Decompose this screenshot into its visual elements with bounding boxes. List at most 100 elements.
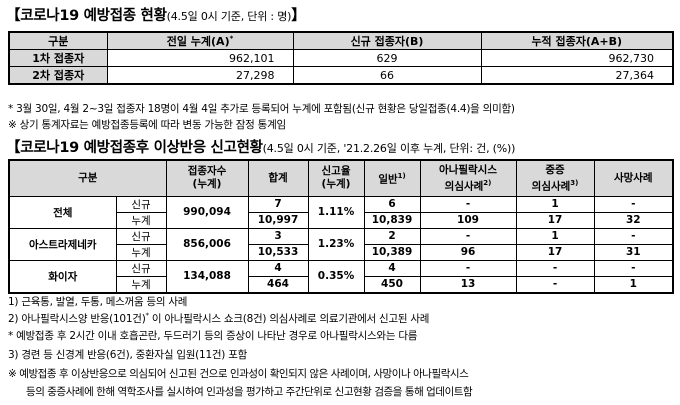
cell-anaphylaxis: 109 bbox=[419, 211, 517, 229]
header-general-sup: 1) bbox=[397, 172, 406, 180]
header-total: 누적 접종자(A+B) bbox=[480, 31, 674, 50]
cell-anaphylaxis: - bbox=[419, 259, 517, 277]
cell-general: 10,389 bbox=[363, 243, 421, 261]
cell-vaccinated-count: 134,088 bbox=[165, 259, 249, 293]
header-severe-sup: 3) bbox=[570, 178, 579, 187]
section1-title-text: 【코로나19 예방접종 현황 bbox=[6, 8, 167, 24]
section2-title-text: 【코로나19 예방접종후 이상반응 신고현황 bbox=[6, 140, 263, 156]
footnote-anaphylaxis-lead: 2) 아나필락시스양 반응(101건) bbox=[8, 313, 146, 325]
cell-anaphylaxis: 13 bbox=[419, 275, 517, 293]
row-label: 1차 접종자 bbox=[8, 49, 108, 67]
header-gubun: 구분 bbox=[8, 159, 167, 197]
cell-general: 2 bbox=[363, 227, 421, 245]
cell-total: 962,730 bbox=[480, 49, 674, 67]
cell-death: 32 bbox=[593, 211, 674, 229]
section2-title-sub: (4.5일 0시 기준, '21.2.26일 이후 누계, 단위: 건, (%)… bbox=[262, 142, 516, 155]
cell-report-rate: 1.23% bbox=[307, 227, 365, 261]
header-death: 사망사례 bbox=[593, 159, 674, 197]
footnote-disclaimer-line1: ※ 예방접종 후 이상반응으로 의심되어 신고된 건으로 인과성이 확인되지 않… bbox=[8, 368, 469, 380]
section1-title: 【코로나19 예방접종 현황(4.5일 0시 기준, 단위 : 명)】 bbox=[6, 4, 306, 25]
cell-prev: 27,298 bbox=[106, 66, 294, 85]
cell-severe: 1 bbox=[515, 195, 595, 213]
cell-total: 464 bbox=[247, 275, 309, 293]
header-ana-sup: 2) bbox=[483, 178, 492, 187]
section1-title-close: 】 bbox=[291, 8, 306, 24]
group-label: 화이자 bbox=[8, 259, 117, 293]
header-prev-cumulative-sup: * bbox=[229, 34, 234, 43]
note-provisional: ※ 상기 통계자료는 예방접종등록에 따라 변동 가능한 잠정 통계임 bbox=[8, 119, 286, 131]
header-rate-line1: 신고율 bbox=[321, 165, 351, 178]
header-new: 신규 접종자(B) bbox=[292, 31, 482, 50]
cell-death: - bbox=[593, 195, 674, 213]
row-label: 2차 접종자 bbox=[8, 66, 108, 85]
cell-death: - bbox=[593, 259, 674, 277]
cell-anaphylaxis: 96 bbox=[419, 243, 517, 261]
cell-severe: - bbox=[515, 275, 595, 293]
section2-title: 【코로나19 예방접종후 이상반응 신고현황(4.5일 0시 기준, '21.2… bbox=[6, 136, 515, 157]
cell-general: 6 bbox=[363, 195, 421, 213]
table-header-row: 구분 접종자수 (누계) 합계 신고율 (누계) 일반1) 아나필락시스 의심사례2)… bbox=[8, 159, 674, 197]
table-row: 화이자 신규 134,088 4 0.35% 4 - - - bbox=[8, 259, 674, 293]
cell-death: - bbox=[593, 227, 674, 245]
table-row: 전체 신규 990,094 7 1.11% 6 - 1 - bbox=[8, 195, 674, 229]
adverse-reaction-table: 구분 접종자수 (누계) 합계 신고율 (누계) 일반1) 아나필락시스 의심사례2)… bbox=[8, 159, 675, 294]
row-kind: 누계 bbox=[115, 243, 167, 261]
cell-report-rate: 0.35% bbox=[307, 259, 365, 293]
cell-vaccinated-count: 990,094 bbox=[165, 195, 249, 229]
cell-anaphylaxis: - bbox=[419, 195, 517, 213]
row-kind: 신규 bbox=[115, 227, 167, 245]
header-report-rate: 신고율 (누계) bbox=[307, 159, 365, 197]
table-row: 누계 10,997 10,839 109 17 32 bbox=[9, 211, 674, 229]
row-kind: 누계 bbox=[115, 275, 167, 293]
footnote-anaphylaxis: 2) 아나필락시스양 반응(101건)* 이 아나필락시스 쇼크(8건) 의심사… bbox=[8, 311, 429, 326]
cell-general: 450 bbox=[363, 275, 421, 293]
header-severe-line1: 중증 bbox=[545, 163, 565, 176]
footnote-general: 1) 근육통, 발열, 두통, 메스꺼움 등의 사례 bbox=[8, 296, 188, 308]
header-vaccinated-count: 접종자수 (누계) bbox=[165, 159, 249, 197]
table-row: 아스트라제네카 신규 856,006 3 1.23% 2 - 1 - bbox=[8, 227, 674, 261]
header-ana-line2: 의심사례 bbox=[444, 180, 484, 192]
header-anaphylaxis: 아나필락시스 의심사례2) bbox=[419, 159, 517, 197]
cell-new: 66 bbox=[292, 66, 482, 85]
table-header-row: 구분 전일 누계(A)* 신규 접종자(B) 누적 접종자(A+B) bbox=[8, 31, 674, 50]
header-general-label: 일반 bbox=[378, 173, 398, 186]
header-count-line2: (누계) bbox=[192, 178, 222, 191]
footnote-anaphylaxis-detail: * 예방접종 후 2시간 이내 호흡곤란, 두드러기 등의 증상이 나타난 경우… bbox=[8, 330, 418, 342]
row-kind: 누계 bbox=[115, 211, 167, 229]
cell-total: 10,533 bbox=[247, 243, 309, 261]
group-label: 아스트라제네카 bbox=[8, 227, 117, 261]
cell-prev: 962,101 bbox=[106, 49, 294, 67]
row-kind: 신규 bbox=[115, 195, 167, 213]
cell-death: 31 bbox=[593, 243, 674, 261]
row-kind: 신규 bbox=[115, 259, 167, 277]
group-label: 전체 bbox=[8, 195, 117, 229]
section1-title-sub: (4.5일 0시 기준, 단위 : 명) bbox=[166, 10, 292, 23]
header-prev-cumulative: 전일 누계(A)* bbox=[106, 31, 294, 50]
footnote-anaphylaxis-tail: 이 아나필락시스 쇼크(8건) 의심사례로 의료기관에서 신고된 사례 bbox=[148, 313, 430, 325]
header-gubun: 구분 bbox=[8, 31, 108, 50]
header-severe-line2: 의심사례 bbox=[531, 180, 571, 192]
footnote-disclaimer-line2: 등의 중증사례에 한해 역학조사를 실시하여 인과성을 평가하고 주간단위로 신… bbox=[26, 386, 473, 398]
cell-new: 629 bbox=[292, 49, 482, 67]
footnote-anaphylaxis-sup: * bbox=[145, 311, 150, 320]
cell-general: 4 bbox=[363, 259, 421, 277]
cell-severe: - bbox=[515, 259, 595, 277]
table-row: 누계 464 450 13 - 1 bbox=[9, 275, 674, 293]
table-row: 2차 접종자 27,298 66 27,364 bbox=[8, 66, 674, 85]
header-prev-cumulative-label: 전일 누계(A) bbox=[166, 35, 230, 48]
cell-total: 27,364 bbox=[480, 66, 674, 85]
header-total: 합계 bbox=[247, 159, 309, 197]
cell-total: 4 bbox=[247, 259, 309, 277]
cell-severe: 1 bbox=[515, 227, 595, 245]
vaccination-status-table: 구분 전일 누계(A)* 신규 접종자(B) 누적 접종자(A+B) 1차 접종… bbox=[8, 31, 674, 85]
cell-general: 10,839 bbox=[363, 211, 421, 229]
header-count-line1: 접종자수 bbox=[187, 165, 227, 178]
cell-death: 1 bbox=[593, 275, 674, 293]
cell-total: 7 bbox=[247, 195, 309, 213]
note-registration: * 3월 30일, 4월 2~3일 접종자 18명이 4월 4일 추가로 등록되… bbox=[8, 103, 515, 115]
cell-anaphylaxis: - bbox=[419, 227, 517, 245]
header-rate-line2: (누계) bbox=[321, 178, 351, 191]
cell-severe: 17 bbox=[515, 243, 595, 261]
cell-vaccinated-count: 856,006 bbox=[165, 227, 249, 261]
